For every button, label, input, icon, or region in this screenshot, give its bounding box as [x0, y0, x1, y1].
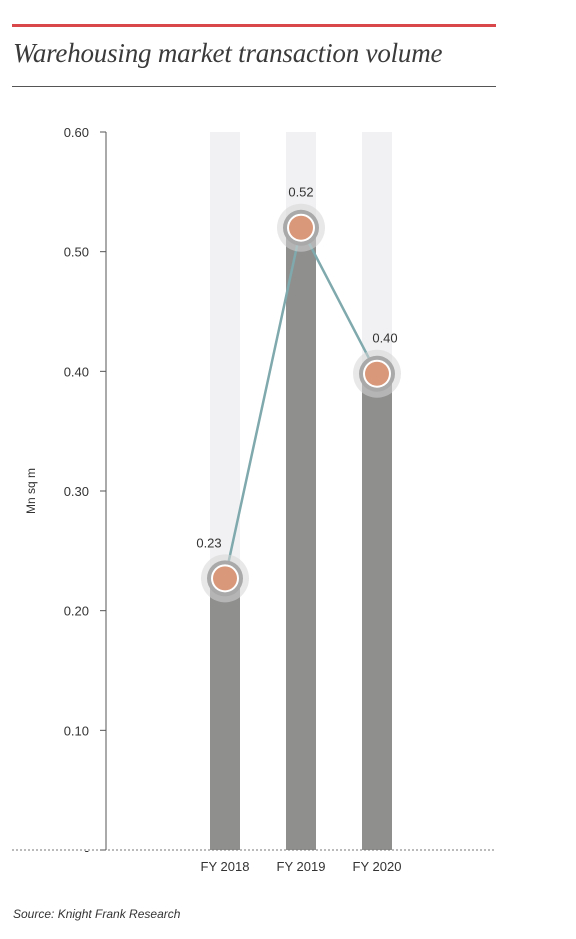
source-note: Source: Knight Frank Research — [13, 907, 181, 921]
y-tick-label: - — [85, 843, 89, 858]
y-tick-label: 0.40 — [64, 364, 89, 379]
y-tick-label: 0.20 — [64, 604, 89, 619]
bar-3 — [362, 373, 392, 850]
y-tick-label: 0.60 — [64, 125, 89, 140]
bar-2 — [286, 227, 316, 850]
x-tick-label: FY 2019 — [277, 859, 326, 874]
y-axis-title: Mn sq m — [24, 468, 38, 514]
x-tick-label: FY 2018 — [201, 859, 250, 874]
title-divider — [12, 86, 496, 87]
y-tick-label: 0.50 — [64, 245, 89, 260]
x-tick-label: FY 2020 — [353, 859, 402, 874]
top-accent-rule — [12, 24, 496, 27]
bar-chart: - 0.10 0.20 0.30 0.40 0.50 0.60 Mn sq m FY 2018 F… — [12, 125, 496, 874]
data-label-3: 0.40 — [372, 331, 397, 346]
data-point-marker-1 — [201, 554, 249, 603]
y-tick-label: 0.30 — [64, 484, 89, 499]
y-tick-label: 0.10 — [64, 723, 89, 738]
data-point-marker-2 — [277, 203, 325, 252]
data-point-marker-3 — [353, 349, 401, 398]
data-label-1: 0.23 — [196, 535, 221, 550]
data-label-2: 0.52 — [288, 185, 313, 200]
chart-title: Warehousing market transaction volume — [13, 38, 443, 68]
bar-1 — [210, 578, 240, 850]
